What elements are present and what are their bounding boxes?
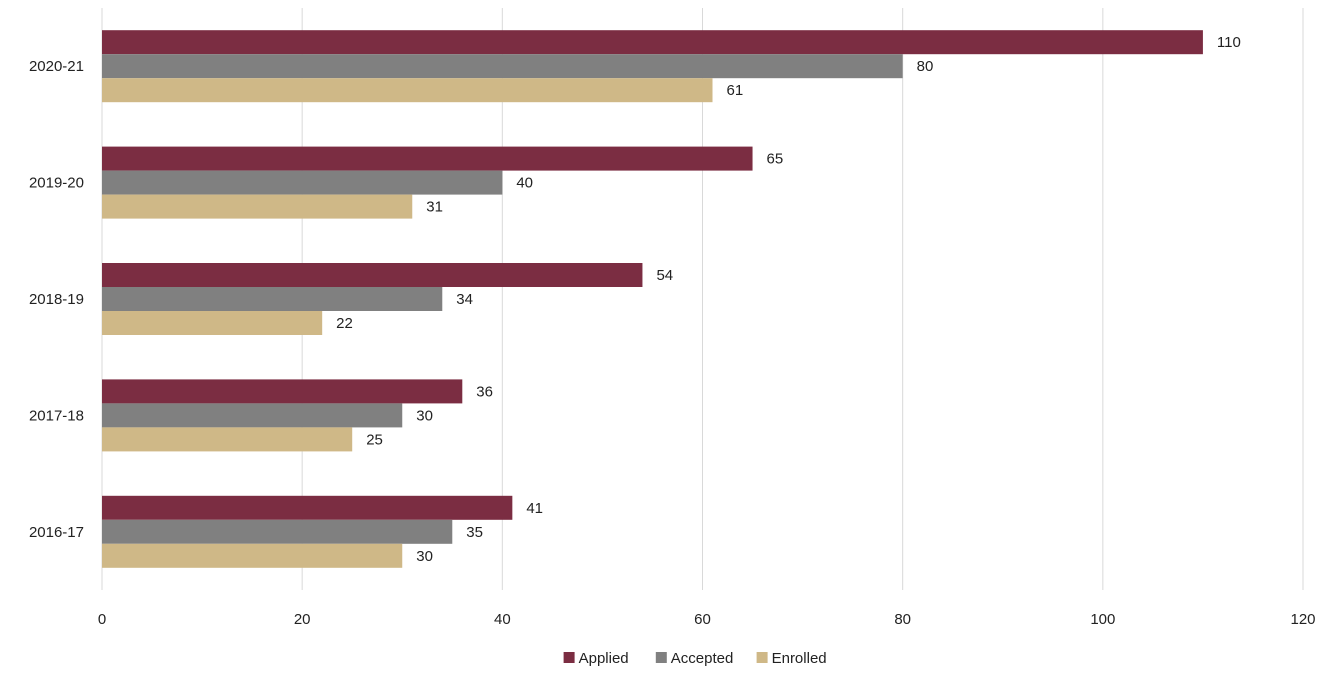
data-label: 110 xyxy=(1217,34,1241,51)
data-label: 65 xyxy=(767,151,784,168)
bar-accepted xyxy=(102,170,503,195)
bar-applied xyxy=(102,146,753,171)
data-label: 41 xyxy=(526,500,543,517)
data-label: 31 xyxy=(426,199,443,216)
y-category-label: 2018-19 xyxy=(29,291,84,308)
bar-enrolled xyxy=(102,427,353,452)
data-label: 30 xyxy=(416,407,433,424)
gridlines xyxy=(101,8,1304,590)
x-tick-label: 0 xyxy=(98,611,106,628)
x-tick-label: 120 xyxy=(1290,611,1315,628)
bar-accepted xyxy=(102,54,903,79)
bar-enrolled xyxy=(102,194,413,219)
bar-applied xyxy=(102,495,513,520)
bar-applied xyxy=(102,30,1203,55)
bar-enrolled xyxy=(102,78,713,103)
legend-label: Enrolled xyxy=(772,650,827,667)
bar-accepted xyxy=(102,519,453,544)
bar-accepted xyxy=(102,403,403,428)
bar-accepted xyxy=(102,287,443,311)
data-label: 35 xyxy=(466,524,483,541)
legend-swatch xyxy=(563,652,575,663)
data-label: 40 xyxy=(516,175,533,192)
data-label: 80 xyxy=(917,58,934,75)
x-tick-label: 20 xyxy=(294,611,311,628)
legend-item-accepted: Accepted xyxy=(655,650,734,667)
data-label: 30 xyxy=(416,548,433,565)
legend-swatch xyxy=(655,652,667,663)
x-tick-label: 100 xyxy=(1090,611,1115,628)
y-axis-labels: 2020-21 2019-20 2018-19 2017-18 2016-17 xyxy=(29,58,84,541)
x-tick-label: 40 xyxy=(494,611,511,628)
data-label: 22 xyxy=(336,315,353,332)
legend: Applied Accepted Enrolled xyxy=(563,650,827,667)
data-label: 61 xyxy=(727,82,744,99)
x-axis-labels: 0 20 40 60 80 100 120 xyxy=(98,611,1316,628)
legend-label: Applied xyxy=(579,650,629,667)
bar-applied xyxy=(102,263,643,287)
bar-enrolled xyxy=(102,311,323,335)
data-label: 34 xyxy=(456,291,473,308)
legend-swatch xyxy=(756,652,768,663)
x-tick-label: 80 xyxy=(894,611,911,628)
bar-applied xyxy=(102,379,463,404)
data-label: 54 xyxy=(656,267,673,284)
legend-item-applied: Applied xyxy=(563,650,629,667)
y-category-label: 2016-17 xyxy=(29,524,84,541)
bar-enrolled xyxy=(102,543,403,568)
x-tick-label: 60 xyxy=(694,611,711,628)
y-category-label: 2020-21 xyxy=(29,58,84,75)
bars: 110 80 61 65 40 31 54 34 22 36 30 25 41 35 30 xyxy=(102,30,1241,568)
data-label: 36 xyxy=(476,383,493,400)
legend-item-enrolled: Enrolled xyxy=(756,650,827,667)
y-category-label: 2017-18 xyxy=(29,407,84,424)
data-label: 25 xyxy=(366,431,383,448)
legend-label: Accepted xyxy=(671,650,734,667)
y-category-label: 2019-20 xyxy=(29,175,84,192)
